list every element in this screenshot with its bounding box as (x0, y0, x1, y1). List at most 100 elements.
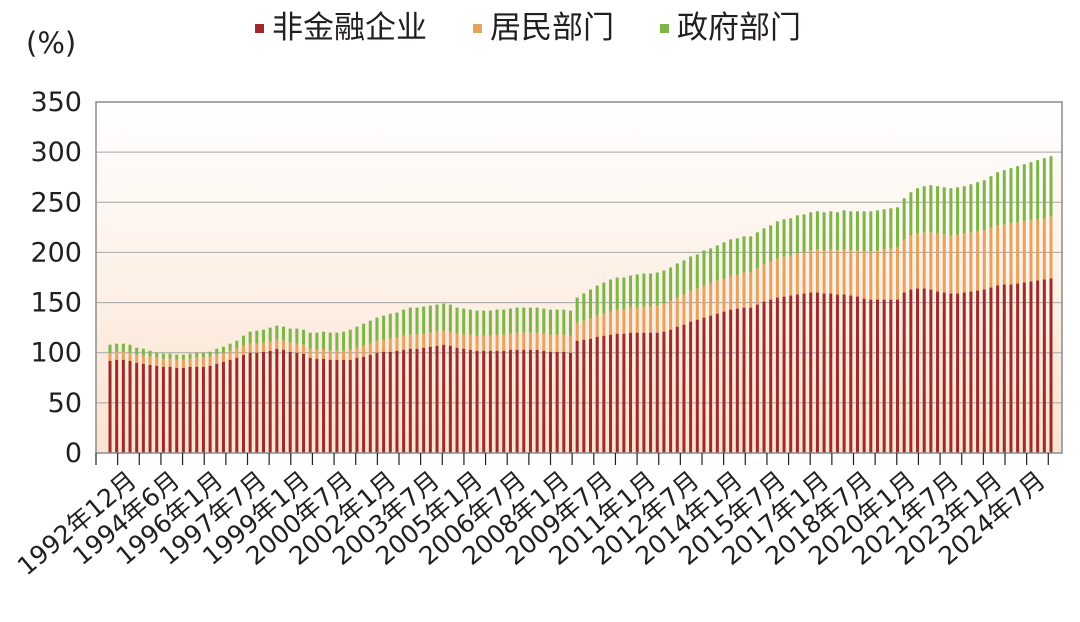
bar-segment-household (542, 333, 546, 351)
bar-segment-enterprise (989, 287, 993, 453)
bar-segment-government (282, 326, 286, 341)
bar-segment-enterprise (388, 351, 392, 453)
bar-segment-government (548, 309, 552, 335)
bar-segment-household (602, 313, 606, 336)
bar-segment-government (815, 211, 819, 250)
bar-segment-household (882, 249, 886, 300)
bar-segment-enterprise (629, 332, 633, 453)
bar-segment-enterprise (1036, 280, 1040, 453)
bar-segment-government (508, 308, 512, 334)
bar-segment-government (835, 212, 839, 251)
bar-segment-government (188, 353, 192, 359)
bar-segment-enterprise (689, 321, 693, 453)
bar-segment-government (589, 289, 593, 319)
bar-segment-household (382, 339, 386, 352)
bar-segment-household (795, 253, 799, 295)
bar-segment-government (502, 309, 506, 335)
bar-segment-enterprise (402, 349, 406, 453)
bar-segment-household (275, 339, 279, 349)
bar-segment-government (1009, 168, 1013, 224)
bar-segment-enterprise (355, 357, 359, 453)
bar-segment-government (575, 297, 579, 323)
bar-segment-government (468, 309, 472, 335)
bar-segment-government (775, 221, 779, 259)
bar-segment-household (782, 256, 786, 297)
bar-segment-enterprise (655, 332, 659, 453)
bar-segment-enterprise (1022, 282, 1026, 453)
bar-segment-government (322, 331, 326, 350)
bar-segment-enterprise (775, 297, 779, 453)
bar-segment-government (522, 307, 526, 333)
bar-segment-enterprise (535, 349, 539, 453)
bar-segment-household (288, 342, 292, 352)
bar-segment-government (789, 218, 793, 256)
bar-segment-government (141, 348, 145, 356)
unit-label: (%) (26, 26, 77, 60)
bar-segment-household (175, 359, 179, 368)
bar-segment-enterprise (1029, 281, 1033, 453)
bar-segment-enterprise (568, 352, 572, 453)
bar-segment-enterprise (802, 293, 806, 453)
bar-segment-household (729, 275, 733, 310)
bar-segment-enterprise (595, 336, 599, 453)
bar-segment-government (862, 211, 866, 252)
bar-segment-household (996, 225, 1000, 286)
bar-segment-household (809, 250, 813, 293)
legend-label-government: 政府部门 (677, 10, 801, 46)
bar-segment-government (362, 323, 366, 346)
bar-segment-government (248, 331, 252, 344)
bar-segment-household (1029, 220, 1033, 282)
bar-segment-government (482, 310, 486, 336)
bar-segment-government (442, 303, 446, 331)
bar-segment-government (842, 210, 846, 250)
bar-segment-government (855, 211, 859, 251)
bar-segment-enterprise (155, 365, 159, 453)
bar-segment-government (201, 352, 205, 358)
bar-segment-household (902, 239, 906, 293)
bar-segment-enterprise (348, 359, 352, 453)
bar-segment-household (148, 356, 152, 365)
bar-segment-government (488, 310, 492, 336)
bar-segment-enterprise (415, 348, 419, 453)
bar-segment-government (662, 270, 666, 304)
bar-segment-government (682, 260, 686, 295)
bar-segment-government (355, 326, 359, 348)
bar-segment-government (422, 306, 426, 334)
bar-segment-enterprise (121, 359, 125, 453)
bar-segment-enterprise (709, 315, 713, 453)
bar-segment-government (161, 353, 165, 359)
bar-segment-government (715, 245, 719, 281)
bars (108, 156, 1053, 453)
bar-segment-enterprise (135, 362, 139, 453)
y-axis: 0 50 100 150 200 250 300 350 (30, 87, 82, 469)
y-tick-label: 50 (48, 388, 82, 419)
bar-segment-government (195, 352, 199, 358)
bar-segment-government (288, 328, 292, 343)
bar-segment-government (175, 354, 179, 360)
bar-segment-household (762, 264, 766, 302)
bar-segment-government (115, 343, 119, 352)
bar-segment-enterprise (702, 317, 706, 453)
bar-segment-government (582, 293, 586, 321)
bar-segment-government (302, 329, 306, 345)
bar-segment-enterprise (462, 348, 466, 453)
bar-segment-household (629, 307, 633, 333)
bar-segment-household (568, 335, 572, 353)
bar-segment-household (141, 355, 145, 364)
bar-segment-household (195, 357, 199, 367)
bar-segment-household (822, 250, 826, 294)
bar-segment-government (1029, 162, 1033, 221)
bar-segment-enterprise (375, 352, 379, 453)
bar-segment-enterprise (175, 367, 179, 453)
bar-segment-enterprise (422, 347, 426, 453)
bar-segment-enterprise (896, 299, 899, 453)
bar-segment-government (262, 329, 265, 343)
bar-segment-enterprise (909, 289, 913, 453)
bar-segment-household (502, 334, 506, 351)
bar-segment-enterprise (809, 292, 813, 453)
bar-segment-enterprise (395, 350, 399, 453)
bar-segment-enterprise (982, 289, 986, 453)
bar-segment-household (548, 334, 552, 352)
bar-segment-government (702, 250, 706, 286)
